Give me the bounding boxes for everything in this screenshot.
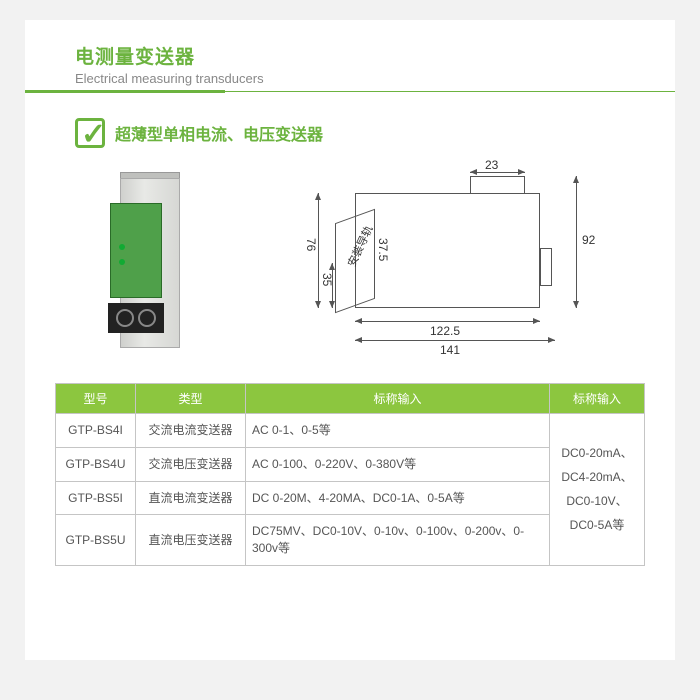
cell-model: GTP-BS5I xyxy=(56,481,136,515)
cell-model: GTP-BS4U xyxy=(56,447,136,481)
datasheet-page: 电测量变送器 Electrical measuring transducers … xyxy=(25,20,675,660)
dim-h-rail2: 37.5 xyxy=(376,238,390,261)
cell-input: AC 0-1、0-5等 xyxy=(246,414,550,448)
cell-input: DC 0-20M、4-20MA、DC0-1A、0-5A等 xyxy=(246,481,550,515)
cell-type: 直流电压变送器 xyxy=(136,515,246,566)
title-chinese: 电测量变送器 xyxy=(75,42,675,69)
cell-model: GTP-BS4I xyxy=(56,414,136,448)
header-rule xyxy=(25,90,675,93)
cell-type: 交流电压变送器 xyxy=(136,447,246,481)
check-icon: ✓ xyxy=(75,118,105,148)
cell-type: 交流电流变送器 xyxy=(136,414,246,448)
dim-h-total: 92 xyxy=(582,233,595,247)
th-model: 型号 xyxy=(56,384,136,414)
dimension-diagram: 安装导轨 23 92 76 35 37.5 122.5 141 xyxy=(280,168,600,358)
th-output: 标称输入 xyxy=(550,384,645,414)
page-header: 电测量变送器 Electrical measuring transducers xyxy=(25,20,675,86)
dim-w-main: 122.5 xyxy=(430,324,460,338)
cell-type: 直流电流变送器 xyxy=(136,481,246,515)
spec-table: 型号 类型 标称输入 标称输入 GTP-BS4I 交流电流变送器 AC 0-1、… xyxy=(55,383,645,566)
dim-h-rail: 35 xyxy=(320,273,334,286)
cell-output: DC0-20mA、 DC4-20mA、 DC0-10V、 DC0-5A等 xyxy=(550,414,645,566)
dim-top-w: 23 xyxy=(485,158,498,172)
figure-row: 安装导轨 23 92 76 35 37.5 122.5 141 xyxy=(90,168,625,358)
title-english: Electrical measuring transducers xyxy=(75,71,675,86)
dim-h-left: 76 xyxy=(304,238,318,251)
spec-table-wrap: 型号 类型 标称输入 标称输入 GTP-BS4I 交流电流变送器 AC 0-1、… xyxy=(55,383,645,566)
th-input: 标称输入 xyxy=(246,384,550,414)
product-photo xyxy=(90,168,240,358)
cell-input: AC 0-100、0-220V、0-380V等 xyxy=(246,447,550,481)
table-row: GTP-BS4I 交流电流变送器 AC 0-1、0-5等 DC0-20mA、 D… xyxy=(56,414,645,448)
dim-w-total: 141 xyxy=(440,343,460,357)
section-heading: ✓ 超薄型单相电流、电压变送器 xyxy=(75,118,675,148)
cell-input: DC75MV、DC0-10V、0-10v、0-100v、0-200v、0-300… xyxy=(246,515,550,566)
th-type: 类型 xyxy=(136,384,246,414)
cell-model: GTP-BS5U xyxy=(56,515,136,566)
table-header-row: 型号 类型 标称输入 标称输入 xyxy=(56,384,645,414)
section-title: 超薄型单相电流、电压变送器 xyxy=(115,121,323,145)
